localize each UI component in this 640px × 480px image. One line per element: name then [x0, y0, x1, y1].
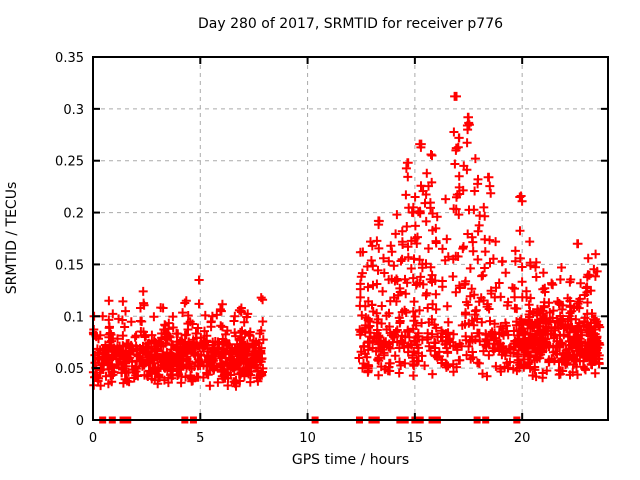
scatter-points: [88, 91, 605, 391]
x-tick-label: 10: [299, 431, 316, 446]
y-tick-label: 0.3: [63, 103, 84, 118]
x-axis-label: GPS time / hours: [291, 452, 410, 468]
y-tick-label: 0.1: [63, 310, 84, 325]
y-tick-label: 0.2: [63, 207, 84, 222]
x-tick-label: 15: [407, 431, 424, 446]
plot-border: [92, 56, 609, 421]
x-tick-label: 0: [89, 431, 97, 446]
x-tick-label: 20: [514, 431, 531, 446]
y-tick-label: 0: [76, 414, 84, 429]
chart-title: Day 280 of 2017, SRMTID for receiver p77…: [197, 16, 504, 32]
y-tick-label: 0.25: [55, 155, 84, 170]
y-tick-label: 0.35: [55, 51, 84, 66]
y-tick-label: 0.15: [55, 258, 84, 273]
x-tick-label: 5: [196, 431, 204, 446]
y-tick-label: 0.05: [55, 362, 84, 377]
